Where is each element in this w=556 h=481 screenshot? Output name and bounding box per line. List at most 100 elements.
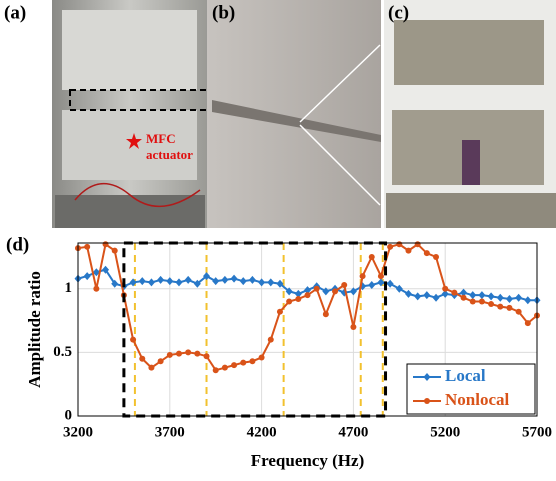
point [404,289,412,298]
x-tick-label: 4700 [338,424,368,440]
point [175,350,182,357]
point [102,241,109,248]
point [441,289,449,298]
y-tick-label: 0 [65,407,73,423]
panel-label: (b) [212,2,235,23]
point [203,272,211,281]
x-tick-label: 5200 [430,424,460,440]
point [166,351,173,358]
annotation: actuator [146,147,193,162]
point [478,298,485,305]
point [212,277,220,286]
legend-label: Local [445,366,486,385]
point [414,292,422,301]
point [524,296,532,305]
legend-marker [423,373,431,381]
panel-label: (c) [388,2,409,23]
point [267,278,275,287]
point [469,298,476,305]
point [102,265,110,274]
point [249,358,256,365]
point [157,358,164,365]
point [230,274,238,283]
point [267,336,274,343]
point [414,241,421,248]
legend-marker [424,398,430,404]
point [368,253,375,260]
point [506,304,513,311]
x-tick-label: 5700 [522,424,552,440]
point [432,293,440,302]
point [395,284,403,293]
point [460,294,467,301]
photo-a [52,0,209,228]
photo-c [384,0,556,228]
point [524,320,531,327]
point [212,367,219,374]
point [276,308,283,315]
point [129,278,137,287]
point [258,354,265,361]
x-tick-label: 4200 [247,424,277,440]
y-axis-label: Amplitude ratio [25,271,44,388]
highlight-box [122,241,388,418]
point [341,281,348,288]
point [193,279,201,288]
x-tick-label: 3700 [155,424,185,440]
point [138,277,146,286]
point [386,279,394,288]
point [313,285,320,292]
point [304,292,311,299]
legend [406,363,536,415]
point [92,268,100,277]
point [368,280,376,289]
point [166,277,174,286]
point [304,286,311,295]
point [83,272,91,281]
point [276,279,284,288]
point [496,293,504,302]
point [258,278,266,287]
x-axis-label: Frequency (Hz) [251,451,364,470]
point [515,308,522,315]
point [387,243,394,250]
point [451,289,458,296]
photo-b [207,0,381,228]
point [322,311,329,318]
point [93,285,100,292]
point [203,353,210,360]
point [377,273,384,280]
point [194,350,201,357]
point [157,275,165,284]
point [349,287,357,296]
point [130,336,137,343]
point [248,275,256,284]
point [285,287,293,296]
point [184,275,192,284]
legend-label: Nonlocal [445,390,510,409]
point [515,293,523,302]
point [460,288,468,297]
point [442,285,449,292]
y-tick-label: 1 [65,280,73,296]
point [240,359,247,366]
point [433,253,440,260]
point [322,287,330,296]
panel-label: (d) [6,234,29,255]
point [423,250,430,257]
point [147,278,155,287]
point [396,241,403,248]
point [332,288,339,295]
point [221,275,229,284]
point [469,291,477,300]
panel-label: (a) [4,2,26,23]
point [478,291,486,300]
point [359,273,366,280]
point [239,277,247,286]
point [505,294,513,303]
point [295,295,302,302]
point [294,289,302,298]
point [111,279,119,288]
annotation: MFC [146,131,176,146]
